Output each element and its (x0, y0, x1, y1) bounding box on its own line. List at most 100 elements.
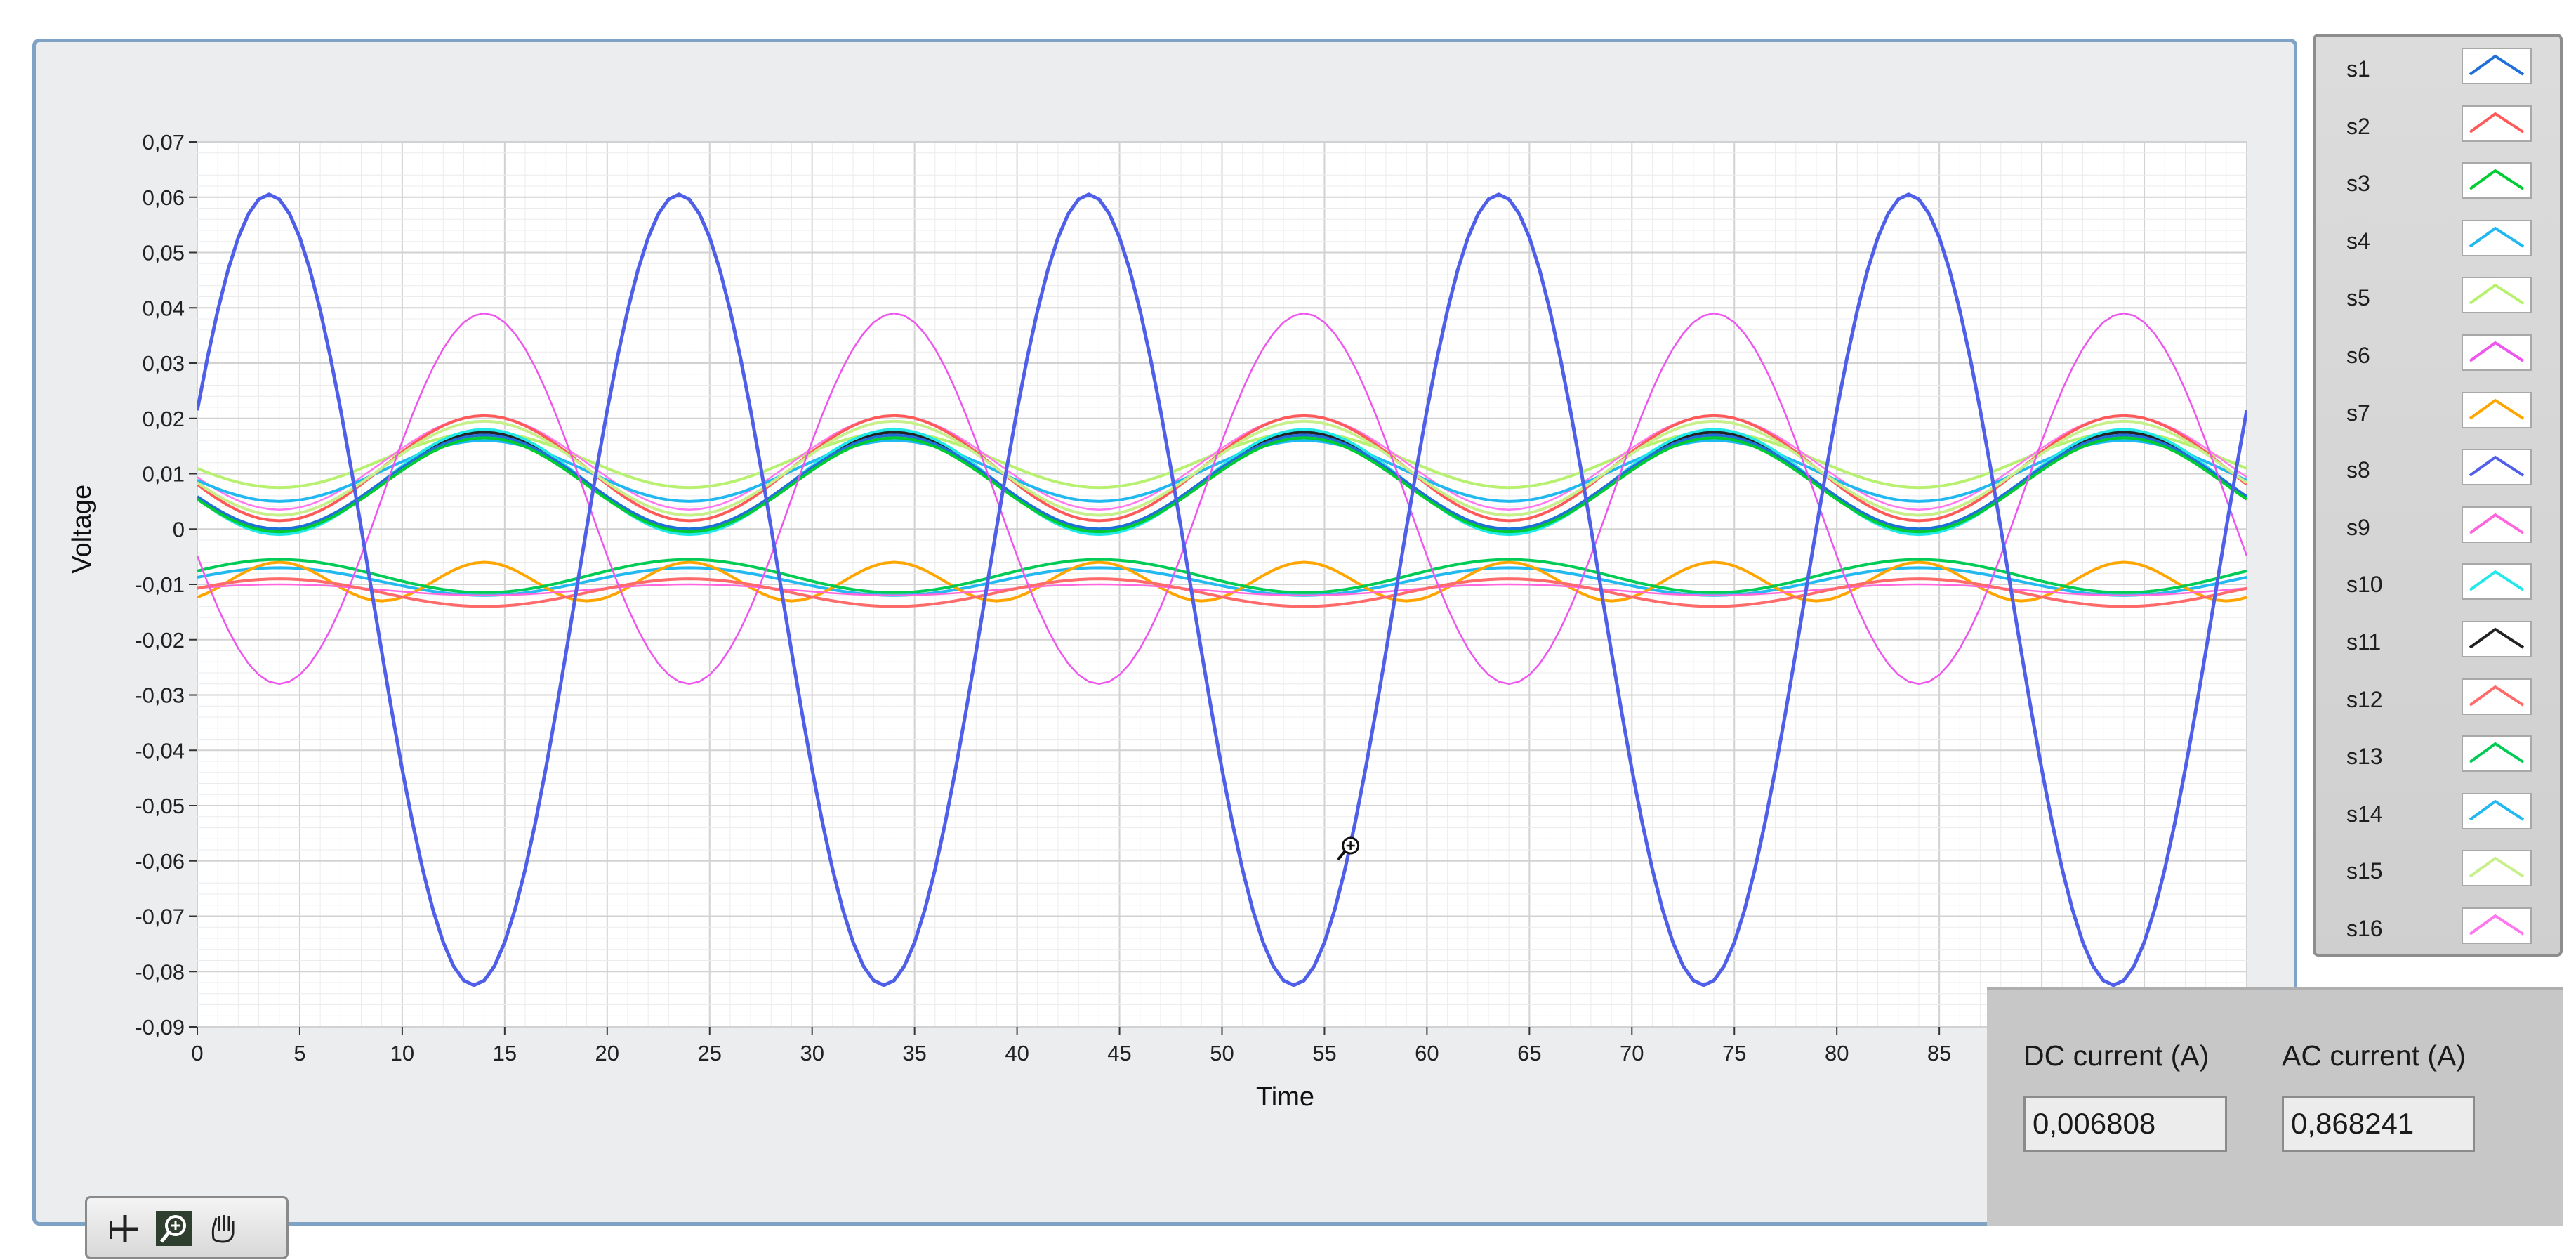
waveform-chart[interactable]: 0,07 0,06 0,05 0,04 0,03 0,02 0,01 0 -0,01 -0,02 -… (36, 42, 2294, 1222)
legend-item-s6[interactable]: s6 (2316, 326, 2560, 383)
legend-line-sample (2469, 341, 2525, 362)
legend-swatch[interactable] (2462, 621, 2532, 657)
legend-line-sample (2469, 742, 2525, 763)
legend-swatch[interactable] (2462, 219, 2532, 256)
x-tick-label: 15 (493, 1041, 517, 1065)
x-axis-label: Time (1256, 1082, 1314, 1112)
legend-item-s8[interactable]: s8 (2316, 440, 2560, 498)
legend-swatch[interactable] (2462, 792, 2532, 829)
legend-item-s14[interactable]: s14 (2316, 785, 2560, 842)
legend-swatch[interactable] (2462, 391, 2532, 428)
pan-tool-button[interactable] (205, 1211, 242, 1246)
x-tick-label: 55 (1312, 1041, 1336, 1065)
current-readout-panel: DC current (A) 0,006808 AC current (A) 0… (1987, 987, 2563, 1226)
legend-item-s9[interactable]: s9 (2316, 498, 2560, 556)
legend-label: s14 (2346, 801, 2383, 827)
cursor-tool-button[interactable] (107, 1211, 143, 1246)
series-line-s16 (197, 414, 2247, 511)
legend-swatch[interactable] (2462, 735, 2532, 773)
y-tick-label: 0,05 (143, 241, 185, 265)
legend-swatch[interactable] (2462, 48, 2532, 84)
x-tick-label: 35 (902, 1041, 926, 1065)
ac-current-value[interactable]: 0,868241 (2282, 1096, 2475, 1152)
legend-item-s2[interactable]: s2 (2316, 97, 2560, 155)
legend-item-s11[interactable]: s11 (2316, 612, 2560, 670)
legend-label: s10 (2346, 572, 2383, 598)
legend-line-sample (2469, 398, 2525, 420)
zoom-tool-icon (160, 1215, 186, 1243)
series-line-s12 (197, 577, 2247, 608)
y-tick-label: 0,06 (143, 185, 185, 210)
dc-current-value[interactable]: 0,006808 (2023, 1096, 2227, 1152)
x-tick-label: 70 (1620, 1041, 1644, 1065)
x-tick-label: 0 (191, 1041, 203, 1065)
legend-item-s5[interactable]: s5 (2316, 268, 2560, 326)
legend-swatch[interactable] (2462, 162, 2532, 199)
legend-label: s11 (2346, 629, 2382, 655)
y-tick-label: -0,02 (135, 628, 185, 652)
y-axis-label: Voltage (67, 485, 97, 574)
legend-label: s2 (2346, 113, 2370, 139)
series-group (197, 192, 2247, 987)
waveform-graph-panel: 0,07 0,06 0,05 0,04 0,03 0,02 0,01 0 -0,01 -0,02 -… (32, 39, 2297, 1259)
legend-line-sample (2469, 54, 2525, 76)
legend-swatch[interactable] (2462, 105, 2532, 142)
legend-swatch[interactable] (2462, 277, 2532, 314)
y-tick-label: 0,02 (143, 407, 185, 431)
legend-label: s16 (2346, 916, 2383, 941)
series-line-s1 (197, 433, 2247, 531)
legend-item-s10[interactable]: s10 (2316, 555, 2560, 612)
legend-swatch[interactable] (2462, 850, 2532, 887)
legend-swatch[interactable] (2462, 563, 2532, 601)
legend-label: s1 (2346, 56, 2370, 81)
legend-line-sample (2469, 513, 2525, 534)
legend-swatch[interactable] (2462, 907, 2532, 944)
legend-item-s4[interactable]: s4 (2316, 211, 2560, 269)
legend-line-sample (2469, 169, 2525, 190)
y-tick-label: -0,04 (135, 738, 185, 763)
legend-item-s1[interactable]: s1 (2316, 39, 2560, 97)
legend-line-sample (2469, 799, 2525, 821)
legend-item-s12[interactable]: s12 (2316, 670, 2560, 728)
x-tick-label: 20 (595, 1041, 619, 1065)
x-tick-label: 5 (293, 1041, 305, 1065)
plot-legend: s1 s2 s3 s4 s5 s6 s7 s8 s9 s10 s11 s12 s13 s14 s15 s16 (2313, 34, 2563, 957)
legend-line-sample (2469, 455, 2525, 477)
x-tick-label: 50 (1210, 1041, 1234, 1065)
ac-current-label: AC current (A) (2282, 1039, 2466, 1072)
legend-label: s8 (2346, 457, 2370, 483)
legend-line-sample (2469, 570, 2525, 592)
legend-item-s13[interactable]: s13 (2316, 727, 2560, 785)
x-tick-label: 30 (800, 1041, 824, 1065)
series-line-s3 (197, 436, 2247, 534)
pan-hand-icon (211, 1215, 235, 1243)
y-tick-label: 0,04 (143, 296, 185, 320)
y-tick-label: -0,03 (135, 683, 185, 708)
legend-line-sample (2469, 914, 2525, 936)
legend-label: s5 (2346, 285, 2370, 311)
x-tick-label: 25 (698, 1041, 722, 1065)
legend-line-sample (2469, 685, 2525, 707)
series-line-s15 (197, 419, 2247, 517)
zoom-tool-button[interactable] (156, 1211, 192, 1246)
legend-item-s15[interactable]: s15 (2316, 841, 2560, 899)
legend-label: s15 (2346, 858, 2383, 884)
series-line-s8 (197, 192, 2247, 987)
y-tick-label: 0,03 (143, 351, 185, 376)
legend-item-s7[interactable]: s7 (2316, 383, 2560, 441)
legend-line-sample (2469, 627, 2525, 649)
x-tick-label: 10 (390, 1041, 414, 1065)
legend-swatch[interactable] (2462, 449, 2532, 486)
legend-swatch[interactable] (2462, 506, 2532, 543)
legend-item-s16[interactable]: s16 (2316, 899, 2560, 957)
x-tick-label: 60 (1415, 1041, 1439, 1065)
legend-label: s3 (2346, 171, 2370, 197)
legend-swatch[interactable] (2462, 334, 2532, 371)
legend-item-s3[interactable]: s3 (2316, 154, 2560, 211)
y-tick-label: -0,06 (135, 849, 185, 874)
series-line-s14 (197, 566, 2247, 597)
series-line-s6 (197, 312, 2247, 685)
x-tick-label: 80 (1825, 1041, 1849, 1065)
legend-swatch[interactable] (2462, 678, 2532, 715)
y-tick-label: 0,01 (143, 462, 185, 487)
